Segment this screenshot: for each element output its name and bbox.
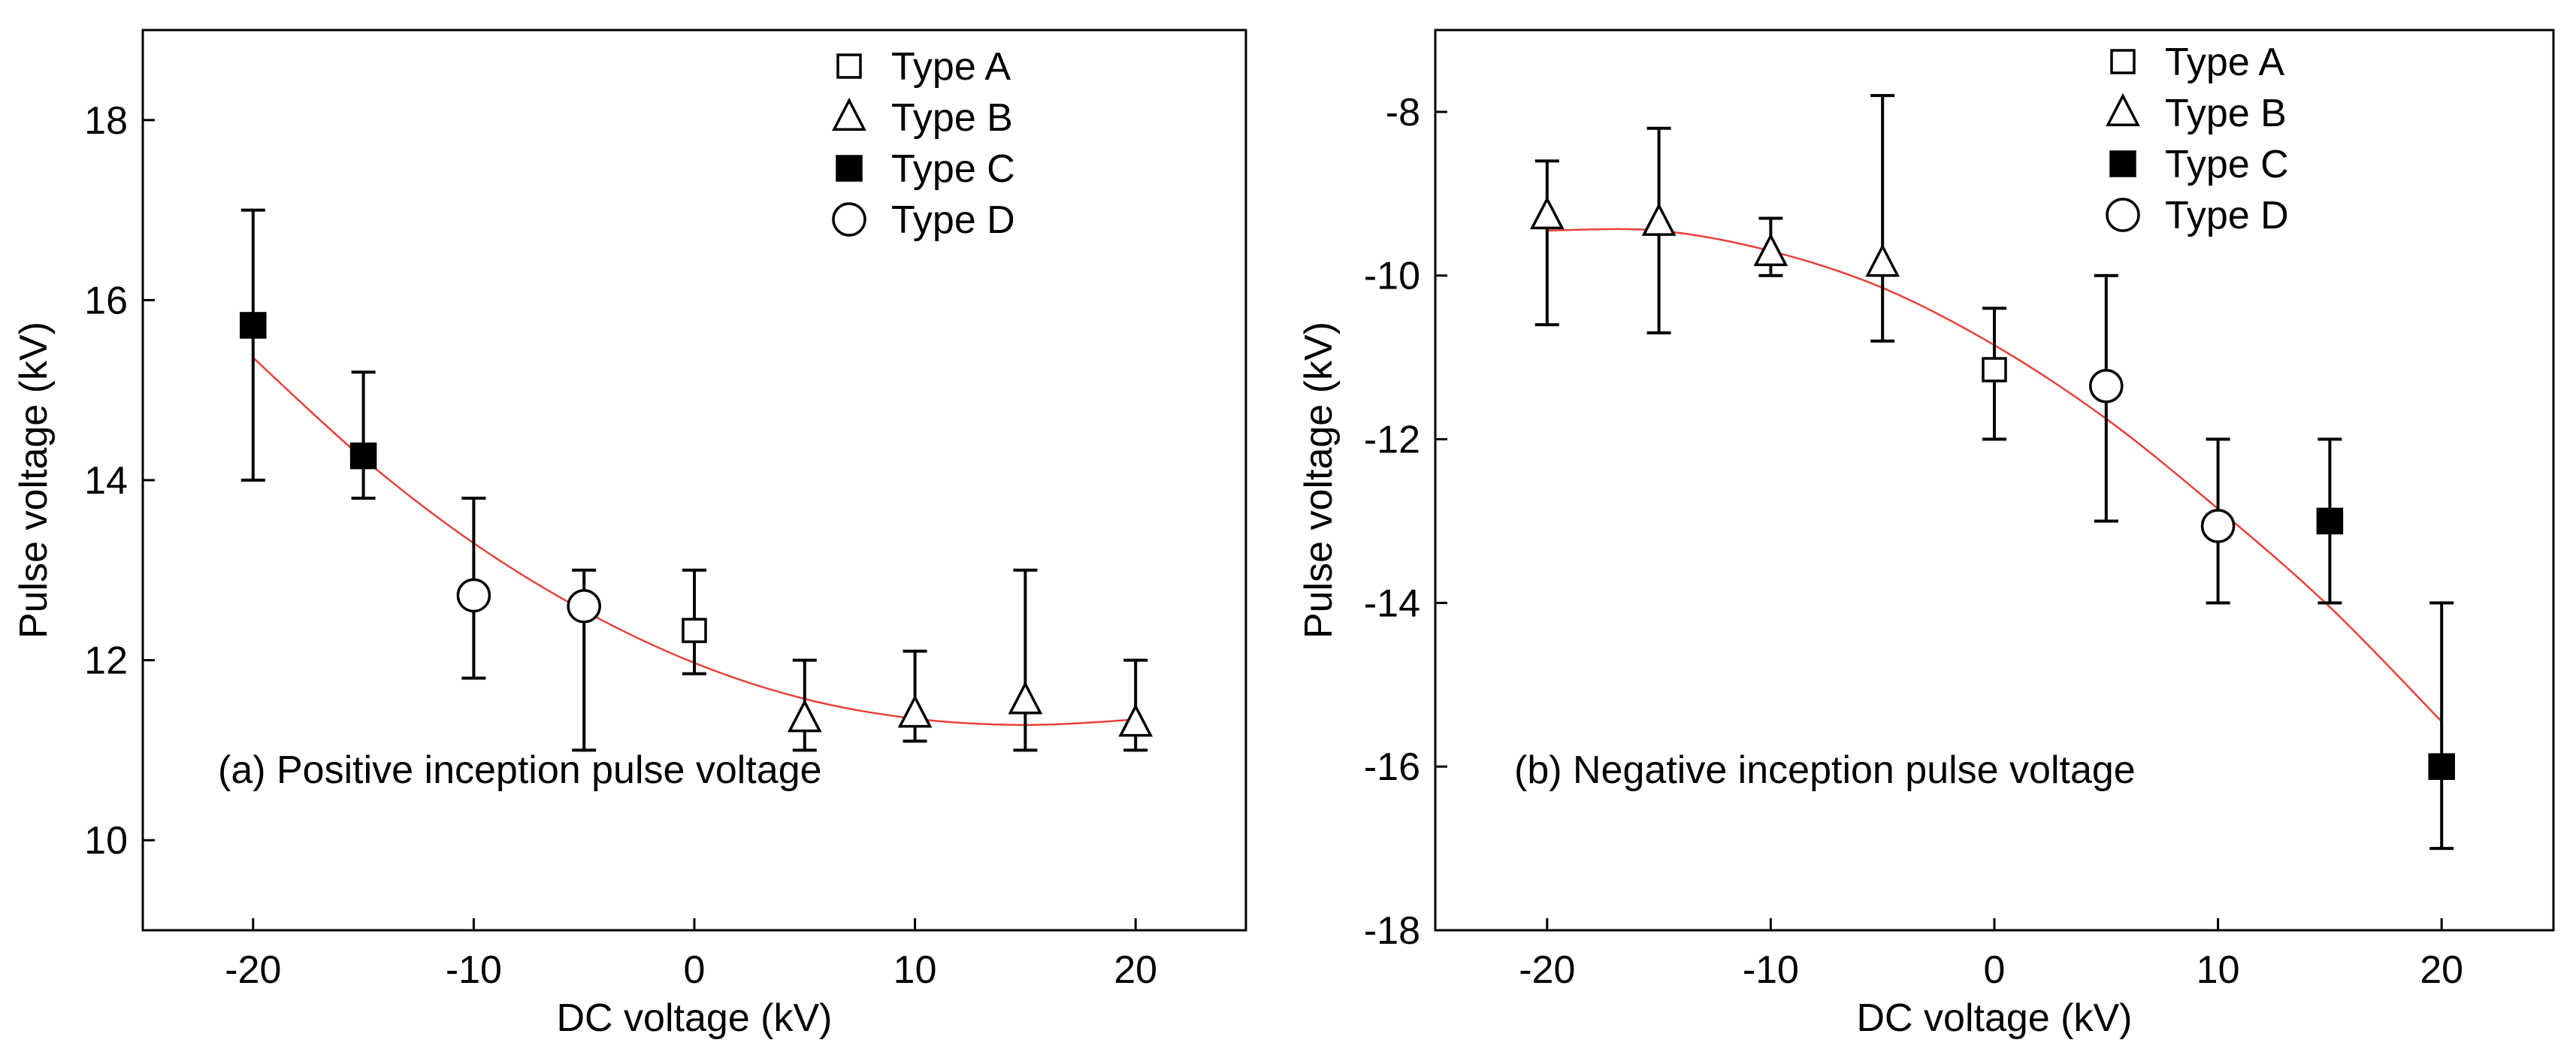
- panel-b-marker-type-b-0: [1529, 196, 1565, 230]
- panel-b-marker-type-d-5: [2089, 369, 2124, 404]
- panel-b-marker-type-c-8: [2428, 753, 2455, 780]
- panel-a-marker-type-c-1: [349, 442, 377, 470]
- panel-a-y-tick-label-1: 12: [84, 639, 128, 683]
- panel-b-y-tick-label-0: -18: [1364, 909, 1420, 953]
- panel-a-legend-label-1: Type B: [891, 96, 1013, 140]
- panel-a-chart: -20 -10 0 10 20 10 12 14 16 18 DC voltage (kV) Puls…: [12, 29, 1247, 1040]
- panel-a-marker-type-a-4: [682, 618, 707, 643]
- panel-b-legend-marker-type-c-legend-2: [2109, 150, 2136, 177]
- panel-b-x-tick-label-1: -10: [1743, 948, 1799, 992]
- panel-b-y-tick-label-4: -10: [1364, 255, 1420, 298]
- panel-b-fit-curve: [1547, 228, 2443, 723]
- panel-a-y-tick-label-0: 10: [84, 819, 128, 863]
- panel-b-x-tick-label-0: -20: [1519, 948, 1575, 992]
- panel-b-legend-marker-type-b-legend-1: [2106, 92, 2140, 126]
- panel-a-legend-marker-type-d-legend-3: [832, 202, 866, 237]
- panel-a-marker-type-d-3: [567, 588, 601, 624]
- panel-a-y-axis-label: Pulse voltage (kV): [12, 322, 56, 639]
- panel-b-legend-label-2: Type C: [2165, 143, 2289, 186]
- panel-b-plot-frame: [1434, 29, 2555, 932]
- panel-b-marker-type-c-7: [2316, 507, 2344, 535]
- panel-b-y-axis-label: Pulse voltage (kV): [1297, 322, 1341, 639]
- panel-b-marker-type-b-1: [1641, 202, 1677, 236]
- panel-b-chart: -20 -10 0 10 20 -18 -16 -14 -12 -10 -8 DC voltage (…: [1297, 29, 2555, 1040]
- panel-b-y-tick-label-3: -12: [1364, 419, 1420, 462]
- panel-a-marker-type-c-0: [240, 312, 267, 339]
- panel-b-annotation: (b) Negative inception pulse voltage: [1514, 748, 2136, 792]
- panel-a-marker-type-b-8: [1118, 703, 1153, 737]
- panel-a-marker-type-d-2: [456, 578, 491, 613]
- panel-b-x-tick-label-2: 0: [1984, 948, 2006, 992]
- panel-b-marker-type-b-2: [1753, 233, 1788, 267]
- panel-a-marker-type-b-6: [897, 694, 933, 728]
- panel-a-annotation: (a) Positive inception pulse voltage: [218, 748, 822, 792]
- panel-a-marker-type-b-7: [1008, 681, 1043, 715]
- panel-a-legend-marker-type-a-legend-0: [836, 53, 862, 79]
- panel-b-x-axis-label: DC voltage (kV): [1857, 996, 2133, 1040]
- panel-a-marker-type-b-5: [787, 699, 822, 733]
- panel-a-legend-marker-type-c-legend-2: [836, 155, 863, 182]
- panel-b-legend-marker-type-a-legend-0: [2110, 49, 2136, 74]
- panel-b-legend-label-3: Type D: [2165, 194, 2289, 237]
- panel-b-x-tick-label-4: 20: [2420, 948, 2463, 992]
- panel-b-legend-marker-type-d-legend-3: [2106, 198, 2140, 232]
- panel-b-y-tick-label-5: -8: [1386, 91, 1420, 135]
- panel-b-marker-type-b-3: [1865, 243, 1900, 277]
- panel-b-y-tick-label-2: -14: [1364, 582, 1420, 625]
- panel-b-legend-label-1: Type B: [2165, 92, 2287, 135]
- panel-b-x-tick-label-3: 10: [2197, 948, 2240, 992]
- panel-a-legend-label-2: Type C: [891, 147, 1015, 191]
- panel-a-x-tick-label-1: -10: [446, 948, 502, 992]
- panel-a-legend-marker-type-b-legend-1: [832, 97, 866, 131]
- panel-a-x-tick-label-4: 20: [1114, 948, 1157, 992]
- panel-b-y-tick-label-1: -16: [1364, 745, 1420, 789]
- panel-a-x-tick-label-2: 0: [684, 948, 706, 992]
- panel-a-x-tick-label-0: -20: [225, 948, 281, 992]
- panel-a-plot-frame: [141, 29, 1247, 932]
- panel-b-legend-label-0: Type A: [2165, 41, 2284, 84]
- panel-a-y-tick-label-4: 18: [84, 99, 128, 143]
- panel-a-fit-curve: [252, 357, 1136, 727]
- panel-a-x-axis-label: DC voltage (kV): [557, 996, 833, 1040]
- panel-b-marker-type-a-4: [1982, 357, 2007, 382]
- panel-a-y-tick-label-3: 16: [84, 279, 128, 322]
- panel-a-legend-label-0: Type A: [891, 45, 1011, 89]
- panel-a-legend-label-3: Type D: [891, 198, 1015, 242]
- panel-a-x-tick-label-3: 10: [893, 948, 937, 992]
- panel-b-marker-type-d-6: [2200, 509, 2236, 543]
- panel-a-y-tick-label-2: 14: [84, 459, 128, 503]
